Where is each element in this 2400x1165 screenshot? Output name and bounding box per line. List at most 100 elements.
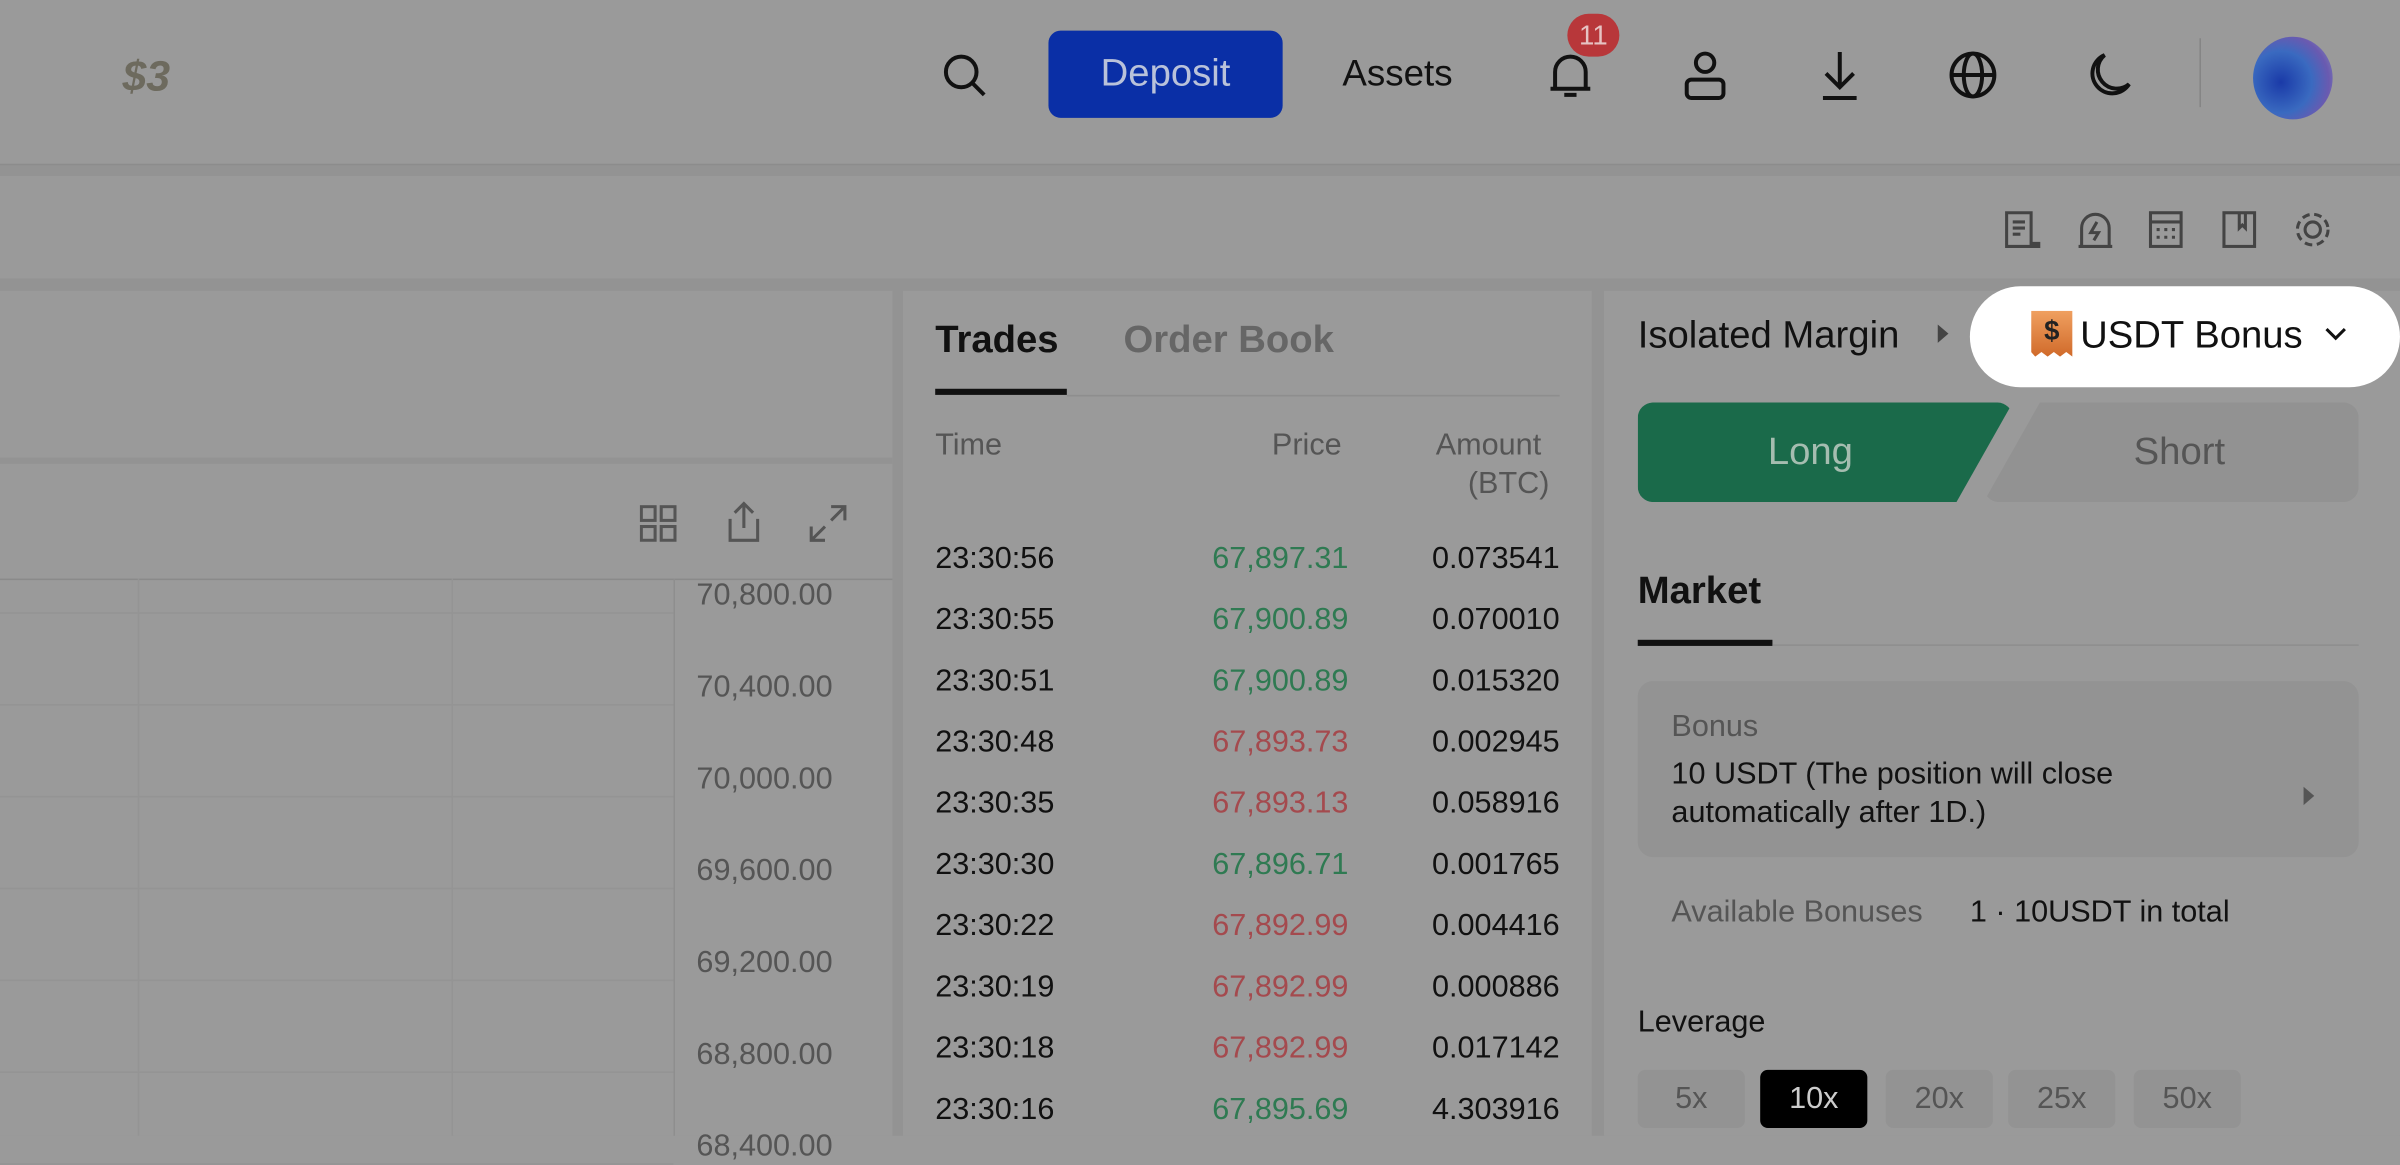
available-bonuses-value: 1 · 10USDT in total bbox=[1969, 895, 2230, 930]
divider bbox=[1066, 394, 1560, 397]
sub-toolbar bbox=[0, 176, 2400, 279]
grid-line bbox=[0, 612, 674, 614]
col-price: Price bbox=[1271, 428, 1342, 463]
price-axis-label: 68,400.00 bbox=[696, 1129, 833, 1164]
trade-time: 23:30:56 bbox=[935, 541, 1055, 576]
avatar[interactable] bbox=[2253, 36, 2333, 120]
trade-amount: 4.303916 bbox=[1431, 1092, 1560, 1127]
trade-row: 23:30:19 67,892.99 0.000886 bbox=[935, 970, 1559, 1031]
trade-price: 67,892.99 bbox=[1212, 970, 1349, 1005]
available-bonuses-label: Available Bonuses bbox=[1671, 895, 1923, 930]
trade-row: 23:30:22 67,892.99 0.004416 bbox=[935, 909, 1559, 970]
trade-row: 23:30:48 67,893.73 0.002945 bbox=[935, 726, 1559, 787]
globe-icon[interactable] bbox=[1948, 51, 1997, 100]
search-icon[interactable] bbox=[940, 51, 989, 100]
grid-line bbox=[0, 704, 674, 706]
top-nav: $3 Deposit Assets 11 bbox=[0, 0, 2400, 166]
orders-icon[interactable] bbox=[2002, 210, 2042, 250]
bell-icon[interactable] bbox=[1546, 49, 1595, 101]
trade-price: 67,896.71 bbox=[1212, 847, 1349, 882]
user-icon[interactable] bbox=[1682, 49, 1728, 101]
alert-icon[interactable] bbox=[2075, 210, 2115, 250]
trade-amount: 0.017142 bbox=[1431, 1031, 1560, 1066]
grid-line bbox=[0, 1071, 674, 1073]
expand-icon[interactable] bbox=[807, 502, 850, 545]
col-amount-unit: (BTC) bbox=[1467, 466, 1550, 501]
tab-market[interactable]: Market bbox=[1637, 569, 1762, 613]
bonus-label: Bonus bbox=[1671, 710, 1759, 744]
trade-price: 67,900.89 bbox=[1212, 603, 1349, 637]
chart-top-border bbox=[0, 578, 893, 581]
grid-line bbox=[137, 578, 140, 1136]
trade-price: 67,900.89 bbox=[1212, 664, 1349, 698]
share-icon[interactable] bbox=[724, 501, 764, 544]
trade-time: 23:30:51 bbox=[935, 664, 1055, 698]
tab-trades[interactable]: Trades bbox=[935, 318, 1059, 362]
price-axis-label: 68,800.00 bbox=[696, 1037, 833, 1072]
trade-price: 67,893.73 bbox=[1212, 725, 1349, 760]
bonus-card[interactable]: Bonus 10 USDT (The position will close a… bbox=[1637, 681, 2359, 858]
trade-row: 23:30:16 67,895.69 4.303916 bbox=[935, 1093, 1559, 1154]
grid-line bbox=[0, 795, 674, 798]
download-icon[interactable] bbox=[1818, 49, 1861, 101]
trade-amount: 0.002945 bbox=[1431, 725, 1560, 760]
leverage-label: Leverage bbox=[1637, 1005, 1766, 1040]
trade-price: 67,892.99 bbox=[1212, 909, 1349, 943]
trade-row: 23:30:30 67,896.71 0.001765 bbox=[935, 848, 1559, 909]
bonus-selector[interactable]: $ USDT Bonus bbox=[1969, 286, 2400, 388]
trade-row: 23:30:18 67,892.99 0.017142 bbox=[935, 1032, 1559, 1093]
col-time: Time bbox=[935, 428, 1003, 463]
margin-mode[interactable]: Isolated Margin bbox=[1637, 313, 1900, 357]
caret-right-icon bbox=[2303, 786, 2315, 806]
col-amount: Amount bbox=[1435, 428, 1542, 463]
trade-time: 23:30:16 bbox=[935, 1092, 1055, 1127]
chevron-down-icon bbox=[2325, 326, 2346, 341]
short-button[interactable] bbox=[1983, 402, 2359, 503]
trade-amount: 0.073541 bbox=[1431, 541, 1560, 576]
active-tab-indicator bbox=[935, 388, 1067, 395]
leverage-option-5x[interactable]: 5x bbox=[1637, 1069, 1745, 1129]
trade-time: 23:30:48 bbox=[935, 725, 1055, 760]
bonus-selector-label: USDT Bonus bbox=[2080, 313, 2303, 357]
long-button[interactable] bbox=[1637, 402, 2013, 503]
leverage-option-10x[interactable]: 10x bbox=[1760, 1069, 1868, 1129]
trade-time: 23:30:22 bbox=[935, 909, 1055, 943]
trade-amount: 0.015320 bbox=[1431, 664, 1560, 698]
trade-time: 23:30:35 bbox=[935, 786, 1055, 821]
short-label: Short bbox=[2133, 430, 2226, 473]
caret-right-icon bbox=[1937, 324, 1949, 343]
divider bbox=[2199, 38, 2202, 108]
tab-order-book[interactable]: Order Book bbox=[1123, 318, 1334, 362]
grid-line bbox=[0, 887, 674, 890]
bonus-ticket-icon: $ bbox=[2031, 310, 2073, 357]
trade-price: 67,897.31 bbox=[1212, 541, 1349, 576]
layout-grid-icon[interactable] bbox=[639, 505, 677, 542]
trade-price: 67,893.13 bbox=[1212, 786, 1349, 821]
deposit-button[interactable]: Deposit bbox=[1048, 30, 1283, 118]
grid-line bbox=[0, 979, 674, 982]
divider bbox=[1772, 644, 2359, 646]
settings-icon[interactable] bbox=[2291, 208, 2334, 251]
leverage-option-25x[interactable]: 25x bbox=[2008, 1069, 2116, 1129]
price-axis-label: 70,400.00 bbox=[696, 670, 833, 705]
trade-amount: 0.070010 bbox=[1431, 603, 1560, 637]
active-tab-indicator bbox=[1637, 639, 1773, 646]
trade-price: 67,895.69 bbox=[1212, 1092, 1349, 1127]
trade-time: 23:30:55 bbox=[935, 603, 1055, 637]
leverage-option-50x[interactable]: 50x bbox=[2133, 1069, 2241, 1129]
guide-icon[interactable] bbox=[2221, 210, 2258, 250]
price-axis-label: 69,600.00 bbox=[696, 854, 833, 888]
trade-amount: 0.000886 bbox=[1431, 970, 1560, 1005]
divider bbox=[0, 457, 893, 464]
trade-row: 23:30:35 67,893.13 0.058916 bbox=[935, 787, 1559, 848]
trade-price: 67,892.99 bbox=[1212, 1031, 1349, 1066]
assets-link[interactable]: Assets bbox=[1342, 53, 1453, 95]
leverage-option-20x[interactable]: 20x bbox=[1885, 1069, 1993, 1129]
calculator-icon[interactable] bbox=[2147, 210, 2184, 250]
trade-row: 23:30:51 67,900.89 0.015320 bbox=[935, 664, 1559, 725]
chart-panel: 70,800.00 70,400.00 70,000.00 69,600.00 69,2… bbox=[0, 290, 893, 1165]
bonus-value-line1: 10 USDT (The position will close bbox=[1671, 757, 2114, 792]
logo[interactable]: $3 bbox=[122, 52, 171, 100]
price-axis-label: 69,200.00 bbox=[696, 945, 833, 980]
moon-icon[interactable] bbox=[2083, 51, 2132, 100]
